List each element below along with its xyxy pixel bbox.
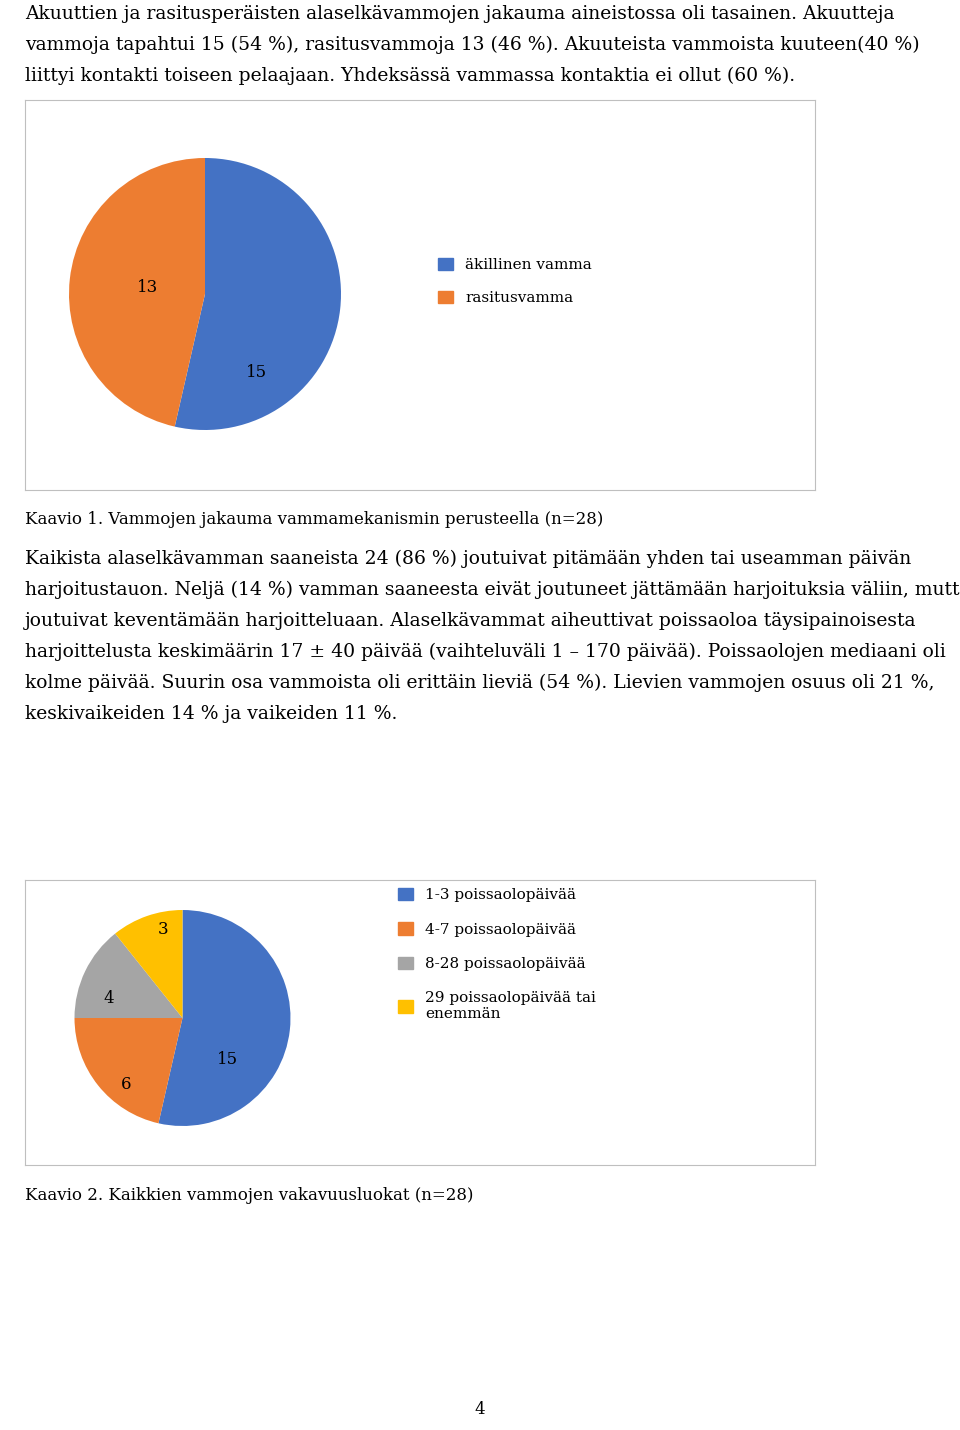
Text: Kaavio 2. Kaikkien vammojen vakavuusluokat (n=28): Kaavio 2. Kaikkien vammojen vakavuusluok… xyxy=(25,1187,473,1204)
Text: 4: 4 xyxy=(104,990,114,1007)
Legend: äkillinen vamma, rasitusvamma: äkillinen vamma, rasitusvamma xyxy=(438,257,592,305)
Wedge shape xyxy=(158,909,291,1125)
Text: 15: 15 xyxy=(246,365,267,382)
Text: Kaikista alaselkävamman saaneista 24 (86 %) joutuivat pitämään yhden tai useamma: Kaikista alaselkävamman saaneista 24 (86… xyxy=(25,551,960,722)
Legend: 1-3 poissaolopäivää, 4-7 poissaolopäivää, 8-28 poissaolopäivää, 29 poissaolopäiv: 1-3 poissaolopäivää, 4-7 poissaolopäivää… xyxy=(397,888,596,1021)
Wedge shape xyxy=(75,934,182,1018)
Wedge shape xyxy=(69,157,205,426)
Wedge shape xyxy=(75,1018,182,1124)
Text: 4: 4 xyxy=(474,1401,486,1419)
Text: 6: 6 xyxy=(121,1077,132,1094)
Text: 3: 3 xyxy=(157,921,168,938)
Text: Kaavio 1. Vammojen jakauma vammamekanismin perusteella (n=28): Kaavio 1. Vammojen jakauma vammamekanism… xyxy=(25,512,604,529)
Wedge shape xyxy=(115,909,182,1018)
Text: Akuuttien ja rasitusperäisten alaselkävammojen jakauma aineistossa oli tasainen.: Akuuttien ja rasitusperäisten alaselkäva… xyxy=(25,4,920,86)
Wedge shape xyxy=(175,157,341,430)
Text: 15: 15 xyxy=(217,1051,238,1068)
Text: 13: 13 xyxy=(137,279,158,296)
